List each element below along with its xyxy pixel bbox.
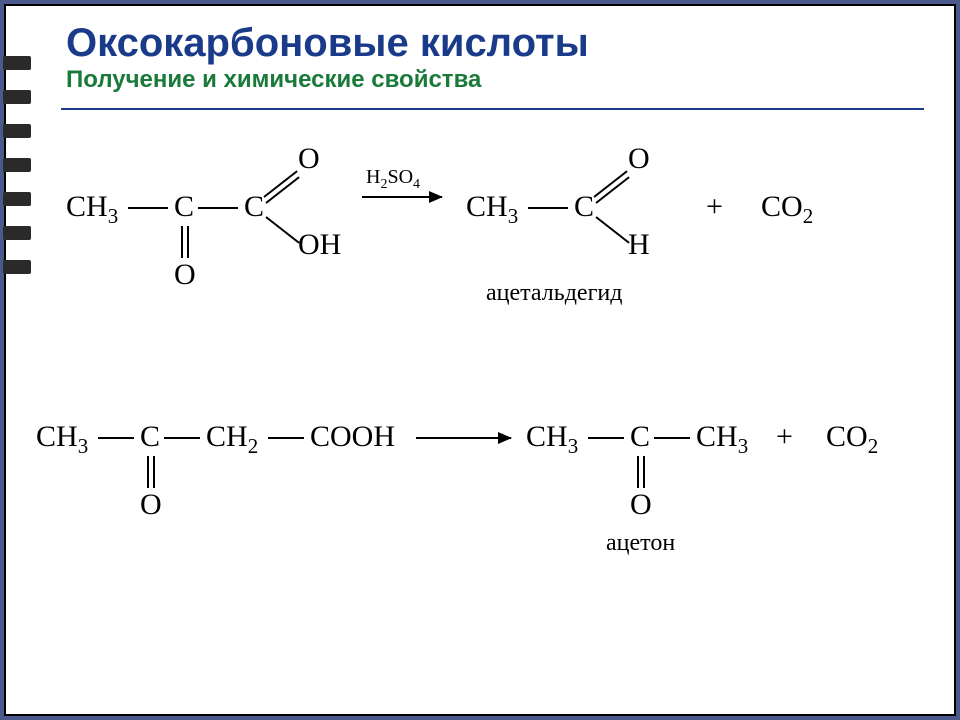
bond	[181, 226, 183, 258]
r1-o-top: O	[298, 142, 320, 176]
r2-c: C	[140, 420, 160, 454]
page-subtitle: Получение и химические свойства	[66, 66, 924, 94]
bond	[153, 456, 155, 488]
r1-co2: CO2	[761, 190, 813, 229]
r1-catalyst: H2SO4	[366, 166, 420, 193]
bond	[98, 437, 134, 439]
bond	[128, 207, 168, 209]
r1-c2: C	[244, 190, 264, 224]
bond	[147, 456, 149, 488]
bond	[643, 456, 645, 488]
r1-ch3: CH3	[66, 190, 118, 229]
bond	[528, 207, 568, 209]
bond	[268, 437, 304, 439]
page-title: Оксокарбоновые кислоты	[66, 22, 924, 64]
r1-product-name: ацетальдегид	[486, 280, 622, 307]
bond	[654, 437, 690, 439]
arrow	[416, 437, 511, 439]
r2-cooh: COOH	[310, 420, 395, 454]
r1p-ch3: CH3	[466, 190, 518, 229]
r1-o-down: O	[174, 258, 196, 292]
bond	[187, 226, 189, 258]
r2p-c: C	[630, 420, 650, 454]
bond	[593, 170, 627, 197]
arrow	[362, 196, 442, 198]
r2-ch2: CH2	[206, 420, 258, 459]
bond	[164, 437, 200, 439]
decoration-block	[3, 90, 31, 104]
r2-product-name: ацетон	[606, 530, 675, 557]
bond	[588, 437, 624, 439]
r1-c1: C	[174, 190, 194, 224]
r2p-o: O	[630, 488, 652, 522]
bond	[637, 456, 639, 488]
r2-co2: CO2	[826, 420, 878, 459]
r2p-ch3b: CH3	[696, 420, 748, 459]
decoration-block	[3, 56, 31, 70]
reaction-2: CH3 C O CH2 COOH CH3 C O	[66, 380, 914, 580]
r1p-c: C	[574, 190, 594, 224]
content: CH3 C O C O OH H2SO4	[6, 110, 954, 650]
slide-inner: Оксокарбоновые кислоты Получение и химич…	[4, 4, 956, 716]
bond	[263, 170, 297, 197]
r2-o: O	[140, 488, 162, 522]
r1p-h: H	[628, 228, 650, 262]
reaction-1: CH3 C O C O OH H2SO4	[66, 130, 914, 330]
r2-ch3: CH3	[36, 420, 88, 459]
r2-plus: +	[776, 420, 793, 454]
r1p-o: O	[628, 142, 650, 176]
r2p-ch3a: CH3	[526, 420, 578, 459]
r1-oh: OH	[298, 228, 341, 262]
bond	[198, 207, 238, 209]
header: Оксокарбоновые кислоты Получение и химич…	[6, 6, 954, 100]
bond	[595, 216, 629, 243]
r1-plus: +	[706, 190, 723, 224]
bond	[265, 216, 299, 243]
slide-outer: Оксокарбоновые кислоты Получение и химич…	[0, 0, 960, 720]
